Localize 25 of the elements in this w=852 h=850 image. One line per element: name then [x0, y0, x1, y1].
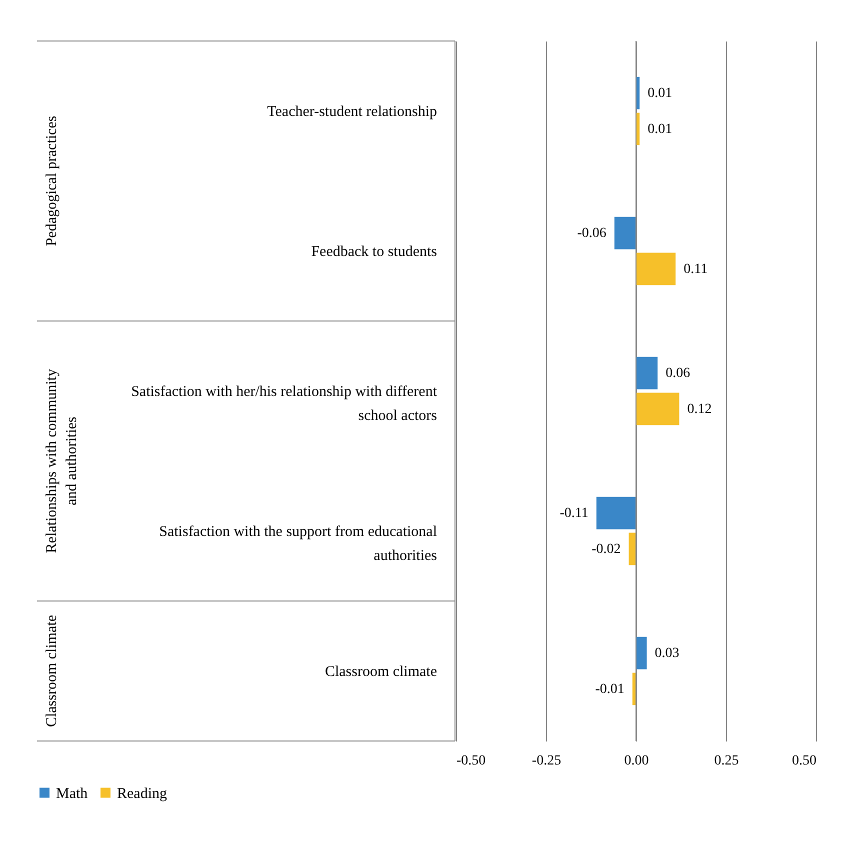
data-label: -0.02 — [592, 542, 621, 557]
x-tick-label: 0.25 — [714, 754, 739, 768]
data-label: 0.12 — [687, 402, 712, 417]
data-label: -0.01 — [595, 682, 624, 697]
text: Pedagogical practices — [44, 116, 60, 246]
data-label: 0.06 — [666, 366, 690, 382]
text: Classroom climate — [44, 614, 60, 728]
x-tick-label: 0.00 — [624, 754, 649, 768]
data-label: -0.06 — [577, 226, 606, 242]
y-tick-label: Satisfaction with her/his relationship with different school actors — [131, 384, 438, 424]
x-tick-label: -0.25 — [532, 754, 562, 768]
y-tick-label: Feedback to students — [311, 244, 438, 260]
y-tick-label: Classroom climate — [324, 664, 438, 680]
data-label: 0.01 — [648, 86, 672, 102]
y-tick-label: Teacher-student relationship — [267, 104, 437, 120]
text: Relationships with community and authorities — [44, 368, 80, 554]
data-label: -0.11 — [560, 506, 588, 522]
data-label: 0.11 — [684, 262, 708, 277]
x-tick-label: 0.50 — [792, 754, 816, 768]
legend-label: Reading — [117, 786, 168, 802]
data-label: 0.01 — [648, 122, 672, 137]
legend-label: Math — [56, 786, 88, 802]
y-tick-label: Satisfaction with the support from educational authorities — [159, 524, 438, 564]
data-label: 0.03 — [654, 646, 680, 662]
x-tick-label: -0.50 — [456, 754, 486, 768]
